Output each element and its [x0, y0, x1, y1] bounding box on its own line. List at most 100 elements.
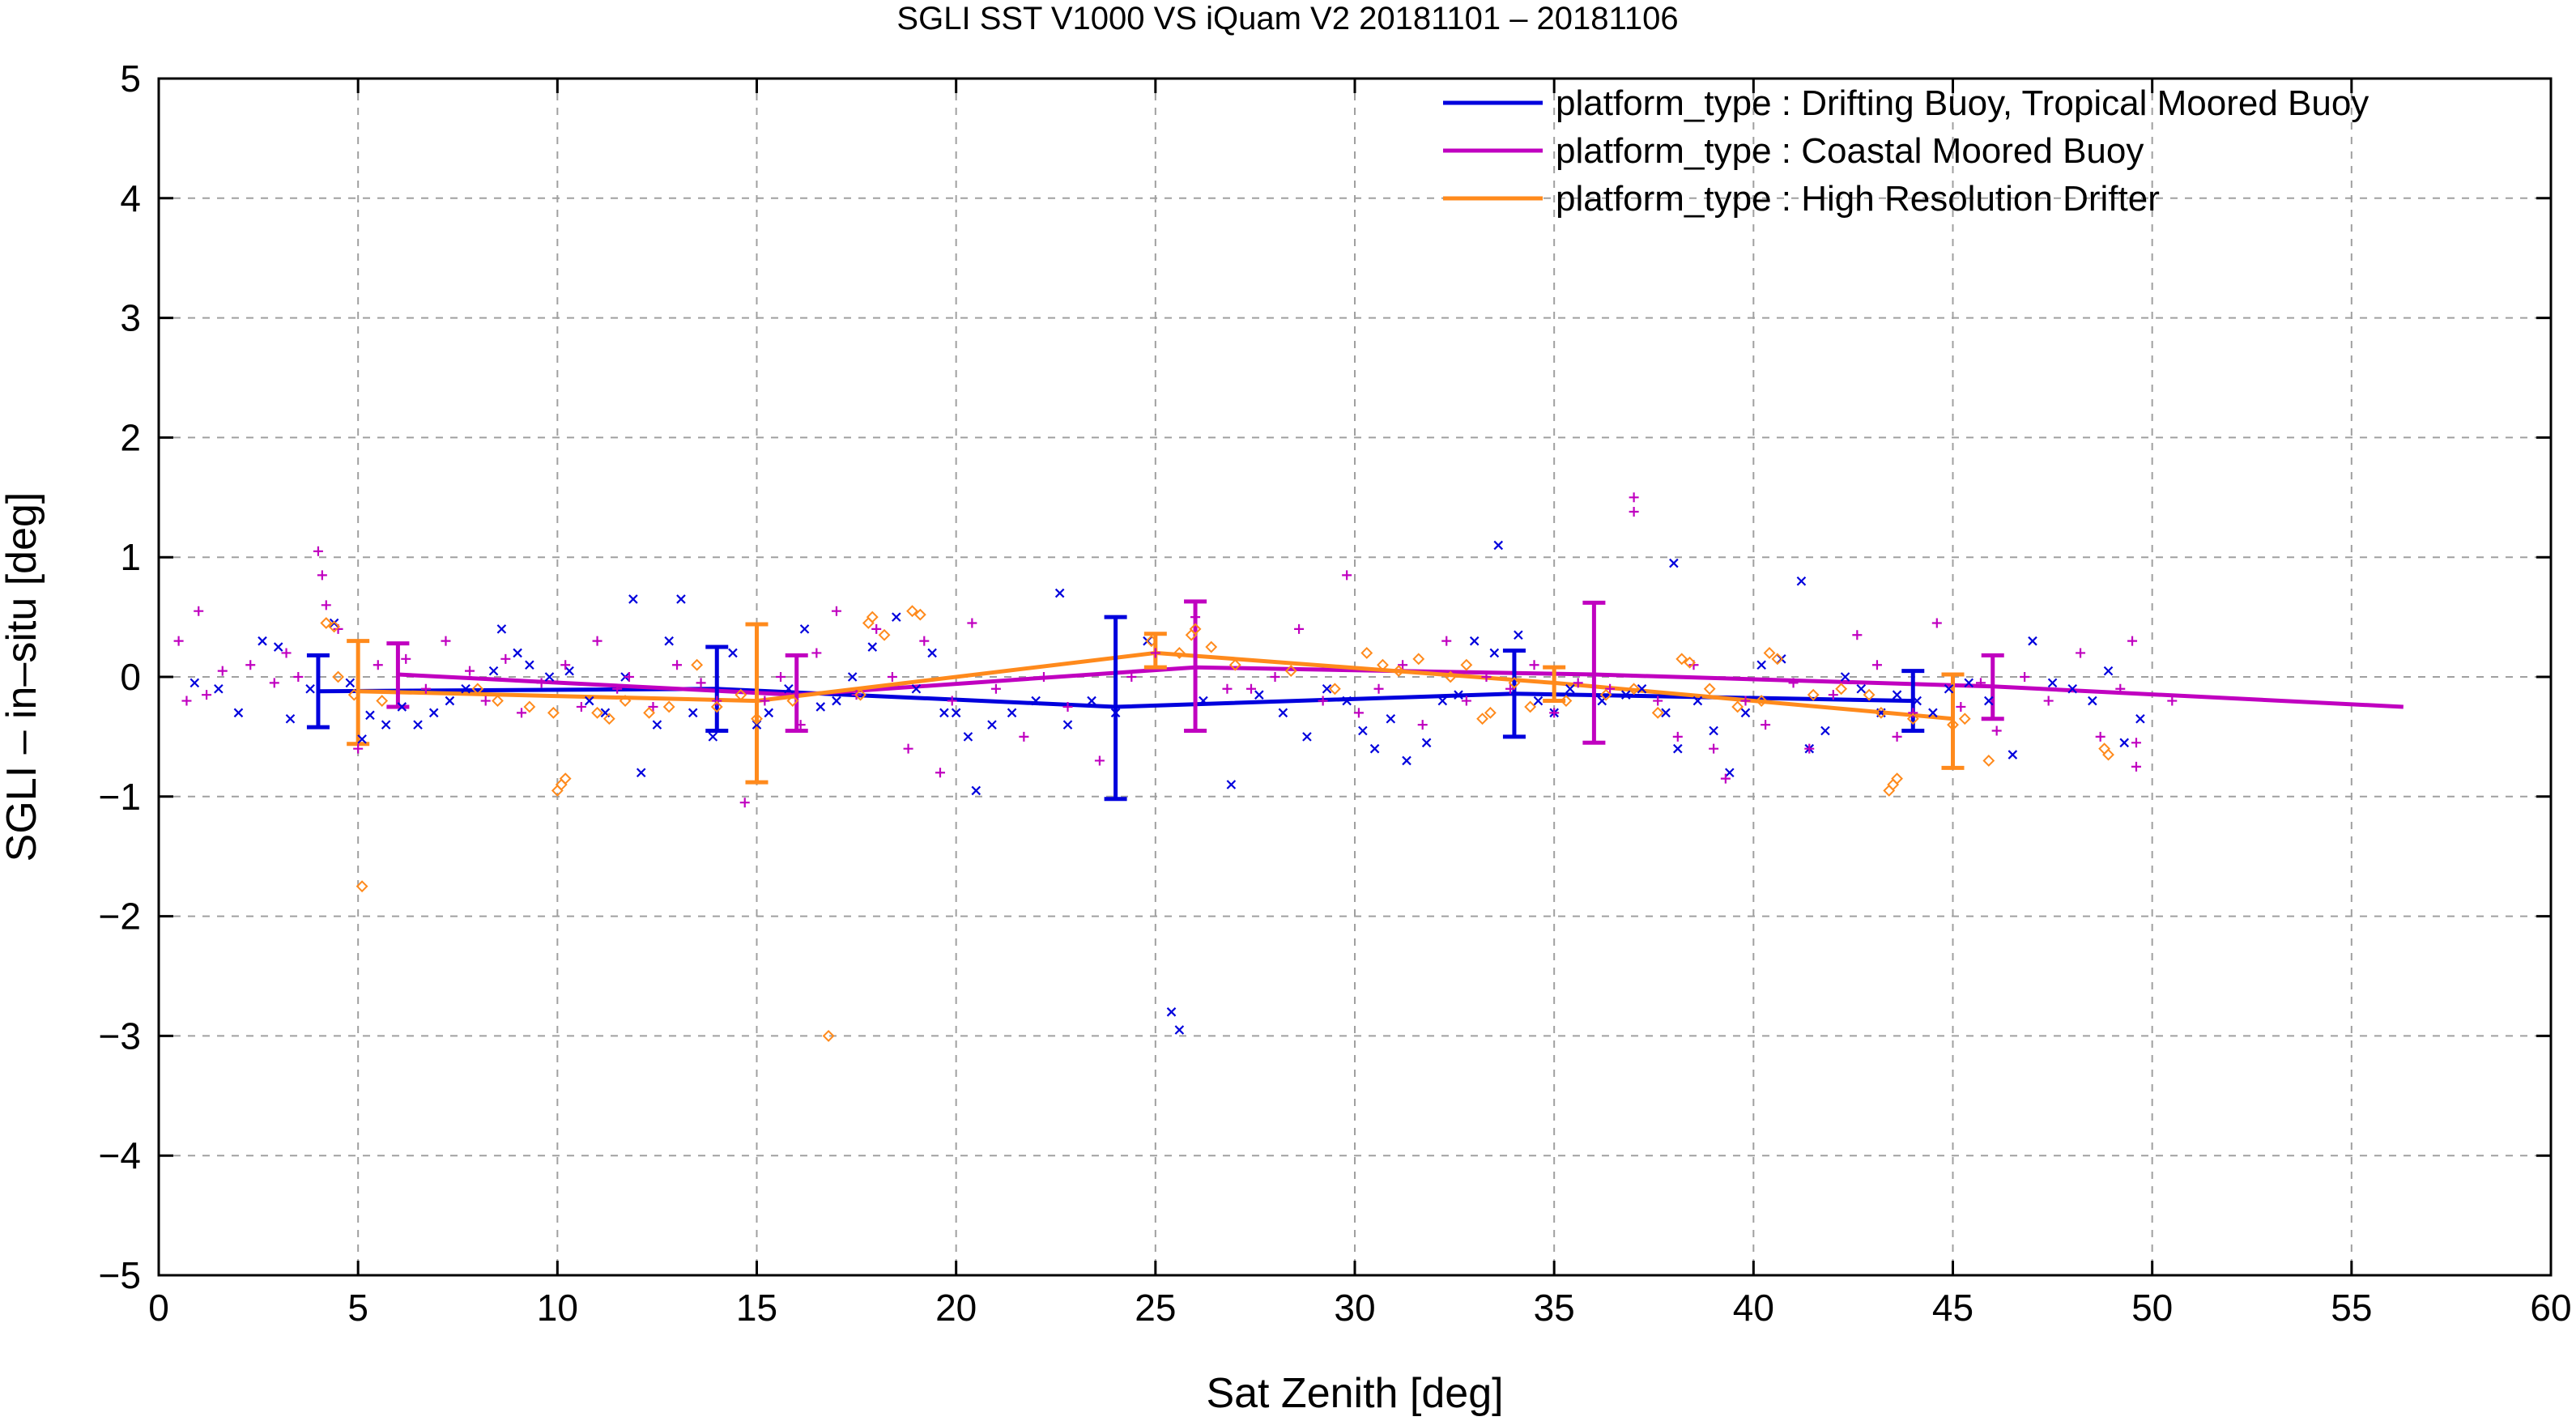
data-point — [1174, 1025, 1185, 1035]
data-point — [751, 713, 763, 725]
data-point — [413, 720, 423, 730]
data-point — [1294, 623, 1305, 634]
data-point — [1476, 713, 1488, 725]
data-point — [523, 700, 536, 713]
data-point — [1412, 653, 1425, 666]
data-point — [831, 606, 841, 616]
data-point — [547, 706, 560, 719]
y-tick-label: −1 — [99, 776, 141, 818]
data-point — [560, 660, 571, 670]
data-point — [688, 708, 698, 718]
data-point — [1675, 653, 1688, 666]
errorbar — [1502, 648, 1526, 739]
data-point — [1840, 672, 1850, 682]
data-point — [854, 688, 866, 701]
data-point — [815, 702, 826, 712]
data-point — [285, 713, 296, 724]
data-point — [536, 678, 547, 688]
data-point — [1653, 696, 1663, 706]
data-point — [939, 708, 949, 718]
x-tick-label: 55 — [2331, 1287, 2372, 1329]
errorbar — [1941, 672, 1965, 770]
x-tick-label: 30 — [1334, 1287, 1375, 1329]
data-point — [1444, 670, 1457, 683]
data-point — [2088, 696, 2097, 706]
data-point — [173, 636, 184, 646]
data-point — [1508, 676, 1521, 689]
x-tick-label: 5 — [347, 1287, 368, 1329]
data-point — [1629, 492, 1639, 503]
data-point — [892, 612, 901, 622]
data-point — [1318, 696, 1328, 706]
data-point — [1386, 713, 1396, 724]
data-point — [947, 696, 957, 706]
data-point — [990, 683, 1001, 694]
data-point — [2047, 678, 2058, 688]
errorbar — [1901, 669, 1925, 734]
data-point — [1912, 696, 1922, 706]
data-point — [1807, 688, 1820, 701]
data-point — [887, 672, 897, 682]
data-point — [445, 696, 455, 706]
y-tick-label: 1 — [120, 536, 141, 578]
data-point — [381, 720, 391, 730]
data-point — [2131, 761, 2141, 772]
data-point — [1892, 690, 1902, 700]
data-point — [305, 684, 315, 694]
data-point — [293, 672, 304, 682]
data-point — [624, 672, 634, 682]
data-point — [906, 605, 918, 618]
data-point — [329, 618, 339, 628]
data-point — [799, 624, 810, 634]
data-point — [1673, 743, 1683, 754]
data-point — [1454, 690, 1463, 700]
data-point — [1189, 623, 1202, 636]
data-point — [734, 688, 747, 701]
data-point — [1328, 683, 1341, 696]
data-point — [1947, 718, 1959, 731]
data-point — [189, 678, 200, 688]
data-point — [764, 708, 774, 718]
data-point — [1731, 700, 1744, 713]
data-point — [1529, 660, 1539, 670]
data-point — [591, 706, 603, 719]
data-point — [576, 701, 586, 712]
errorbar — [745, 622, 769, 785]
data-point — [1928, 708, 1938, 718]
data-point — [525, 660, 534, 670]
data-point — [1254, 690, 1264, 700]
data-point — [1984, 696, 1994, 706]
data-point — [1481, 672, 1492, 682]
data-point — [1875, 706, 1888, 719]
data-point — [513, 648, 522, 658]
data-point — [1322, 684, 1332, 694]
data-point — [776, 672, 786, 682]
data-point — [496, 624, 507, 634]
data-point — [1437, 696, 1448, 706]
data-point — [1150, 648, 1160, 658]
data-point — [987, 720, 997, 730]
data-point — [1054, 588, 1065, 598]
y-tick-label: 5 — [120, 57, 141, 100]
data-point — [517, 708, 527, 718]
x-tick-label: 10 — [537, 1287, 578, 1329]
data-point — [376, 695, 389, 707]
data-point — [662, 700, 675, 713]
data-point — [258, 636, 267, 646]
data-point — [728, 648, 738, 658]
data-point — [652, 720, 662, 730]
errorbar — [785, 653, 808, 734]
data-point — [2127, 636, 2138, 646]
data-point — [181, 696, 192, 706]
data-point — [559, 772, 572, 785]
data-point — [708, 732, 718, 742]
data-point — [1931, 618, 1942, 628]
data-point — [1692, 696, 1703, 706]
data-point — [913, 608, 926, 621]
errorbar — [705, 645, 729, 734]
data-point — [1684, 656, 1696, 669]
data-point — [1755, 695, 1768, 707]
data-point — [935, 768, 945, 778]
data-point — [911, 684, 922, 694]
data-point — [1524, 700, 1537, 713]
